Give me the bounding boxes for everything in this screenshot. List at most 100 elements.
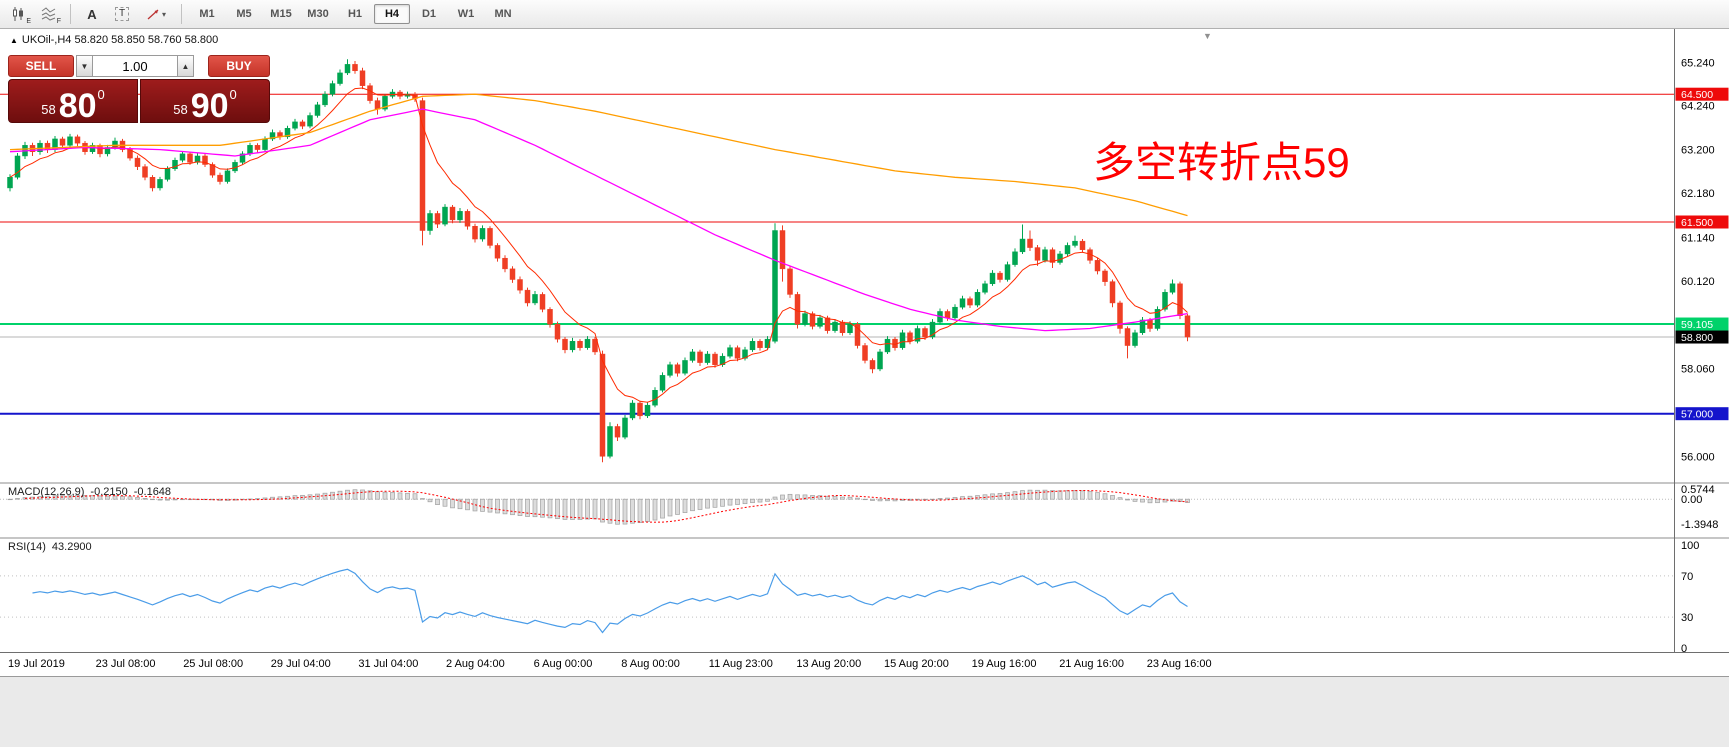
indicators-sub-label: F: [56, 18, 61, 25]
time-label: 11 Aug 23:00: [709, 658, 773, 670]
symbol-quote-text: UKOil-,H4 58.820 58.850 58.760 58.800: [21, 34, 219, 46]
price-chart: 65.240 64.240 63.200 62.180 61.140 60.120 58.0…: [0, 29, 1729, 670]
sell-button[interactable]: SELL: [8, 55, 74, 77]
time-label: 31 Jul 04:00: [358, 658, 418, 670]
tf-button-M5[interactable]: M5: [236, 8, 252, 20]
svg-text:61.140: 61.140: [1681, 232, 1715, 244]
text-label-button[interactable]: A: [78, 2, 106, 26]
axis-badge-57.000[interactable]: 57.000: [1675, 407, 1729, 421]
svg-text:70: 70: [1681, 571, 1693, 583]
svg-text:64.500: 64.500: [1681, 89, 1713, 101]
macd-name: MACD(12,26,9): [8, 486, 85, 498]
time-label: 23 Aug 16:00: [1147, 658, 1212, 670]
volume-increase-button[interactable]: ▲: [177, 55, 194, 77]
svg-text:60.120: 60.120: [1681, 276, 1715, 288]
tf-button-M1[interactable]: M1: [199, 8, 215, 20]
bid-price-main: 80: [58, 86, 97, 125]
time-label: 8 Aug 00:00: [621, 658, 680, 670]
axis-badge-64.500[interactable]: 64.500: [1675, 87, 1729, 102]
chevron-down-icon: ▾: [161, 9, 166, 19]
svg-text:62.180: 62.180: [1681, 188, 1715, 200]
symbol-quote-line: ▲ UKOil-,H4 58.820 58.850 58.760 58.800: [10, 34, 218, 46]
text-box-button[interactable]: T: [108, 2, 136, 26]
time-label: 19 Jul 2019: [8, 658, 65, 670]
indicators-icon: [41, 7, 56, 21]
time-label: 25 Jul 08:00: [183, 658, 243, 670]
time-label: 23 Jul 08:00: [96, 658, 156, 670]
candles-series: [7, 59, 1191, 463]
ask-price-display[interactable]: 58 90 0: [140, 79, 270, 123]
svg-text:57.000: 57.000: [1681, 409, 1713, 421]
symbol-marker-icon: ▲: [10, 36, 18, 45]
time-label: 13 Aug 20:00: [796, 658, 861, 670]
svg-text:100: 100: [1681, 540, 1699, 552]
medium-ma-line: [9, 108, 1188, 332]
tf-button-H4[interactable]: H4: [374, 4, 410, 24]
rsi-value: 43.2900: [51, 541, 92, 553]
tf-button-M15[interactable]: M15: [270, 8, 292, 20]
moving-averages: [9, 87, 1188, 403]
fast-ma-line: [9, 87, 1188, 403]
volume-input[interactable]: [93, 55, 177, 77]
chart-annotation-text: 多空转折点59: [1093, 139, 1350, 186]
indicators-button[interactable]: F: [35, 2, 63, 26]
axis-badge-61.500[interactable]: 61.500: [1675, 215, 1729, 230]
chart-type-button[interactable]: E: [5, 2, 33, 26]
time-label: 29 Jul 04:00: [271, 658, 331, 670]
svg-text:58.800: 58.800: [1681, 332, 1713, 344]
macd-pane: [0, 489, 1674, 525]
tf-button-H1[interactable]: H1: [347, 8, 363, 20]
macd-indicator-label: MACD(12,26,9) -0.2150 -0.1648: [8, 486, 177, 498]
chart-window: 65.240 64.240 63.200 62.180 61.140 60.120 58.0…: [0, 29, 1729, 676]
svg-text:30: 30: [1681, 612, 1693, 624]
rsi-pane: [0, 568, 1674, 634]
tf-button-M30[interactable]: M30: [307, 8, 329, 20]
axis-badge-59.105[interactable]: 59.105: [1675, 317, 1729, 332]
bid-price-display[interactable]: 58 80 0: [8, 79, 138, 123]
time-axis: 19 Jul 2019 23 Jul 08:00 25 Jul 08:00 29 Ju…: [8, 658, 1212, 670]
price-axis: 65.240 64.240 63.200 62.180 61.140 60.120 58.0…: [1675, 58, 1729, 655]
time-label: 21 Aug 16:00: [1059, 658, 1124, 670]
chart-type-sub-label: E: [26, 18, 31, 25]
tf-button-W1[interactable]: W1: [457, 8, 475, 20]
tf-button-MN[interactable]: MN: [494, 8, 512, 20]
rsi-indicator-label: RSI(14) 43.2900: [8, 541, 98, 553]
text-label-icon: A: [87, 6, 97, 22]
tf-button-D1[interactable]: D1: [421, 8, 437, 20]
bid-price-pip: 0: [97, 87, 105, 102]
ask-price-pip: 0: [229, 87, 237, 102]
rsi-line: [32, 568, 1188, 634]
workspace-strip: [0, 676, 1729, 747]
trendline-icon: [147, 9, 159, 19]
axis-badge-58.800[interactable]: 58.800: [1675, 330, 1729, 345]
volume-decrease-button[interactable]: ▼: [76, 55, 93, 77]
macd-signal-line: [24, 489, 1188, 523]
buy-button[interactable]: BUY: [208, 55, 270, 77]
svg-text:65.240: 65.240: [1681, 58, 1715, 70]
ask-price-main: 90: [190, 86, 229, 125]
svg-text:63.200: 63.200: [1681, 145, 1715, 157]
text-box-icon: T: [114, 7, 130, 21]
svg-text:56.000: 56.000: [1681, 451, 1715, 463]
svg-text:0.00: 0.00: [1681, 494, 1702, 506]
candlestick-chart-icon: [13, 7, 23, 21]
time-label: 19 Aug 16:00: [972, 658, 1037, 670]
horizontal-level-lines: [0, 93, 1674, 415]
drawing-tools-button[interactable]: ▾: [138, 2, 174, 26]
time-label: 2 Aug 04:00: [446, 658, 505, 670]
volume-control: ▼ ▲: [76, 55, 206, 77]
svg-text:0.5744: 0.5744: [1681, 484, 1715, 496]
svg-text:-1.3948: -1.3948: [1681, 519, 1718, 531]
chart-shift-marker-icon[interactable]: ▼: [1203, 31, 1212, 41]
macd-value-main: -0.2150: [90, 486, 128, 498]
pane-separators: [0, 29, 1729, 653]
time-label: 6 Aug 00:00: [534, 658, 593, 670]
toolbar-separator: [181, 4, 182, 24]
toolbar-separator: [70, 4, 71, 24]
slow-ma-line: [9, 93, 1188, 217]
macd-value-signal: -0.1648: [133, 486, 172, 498]
bid-price-prefix: 58: [41, 102, 56, 117]
ask-price-prefix: 58: [173, 102, 188, 117]
